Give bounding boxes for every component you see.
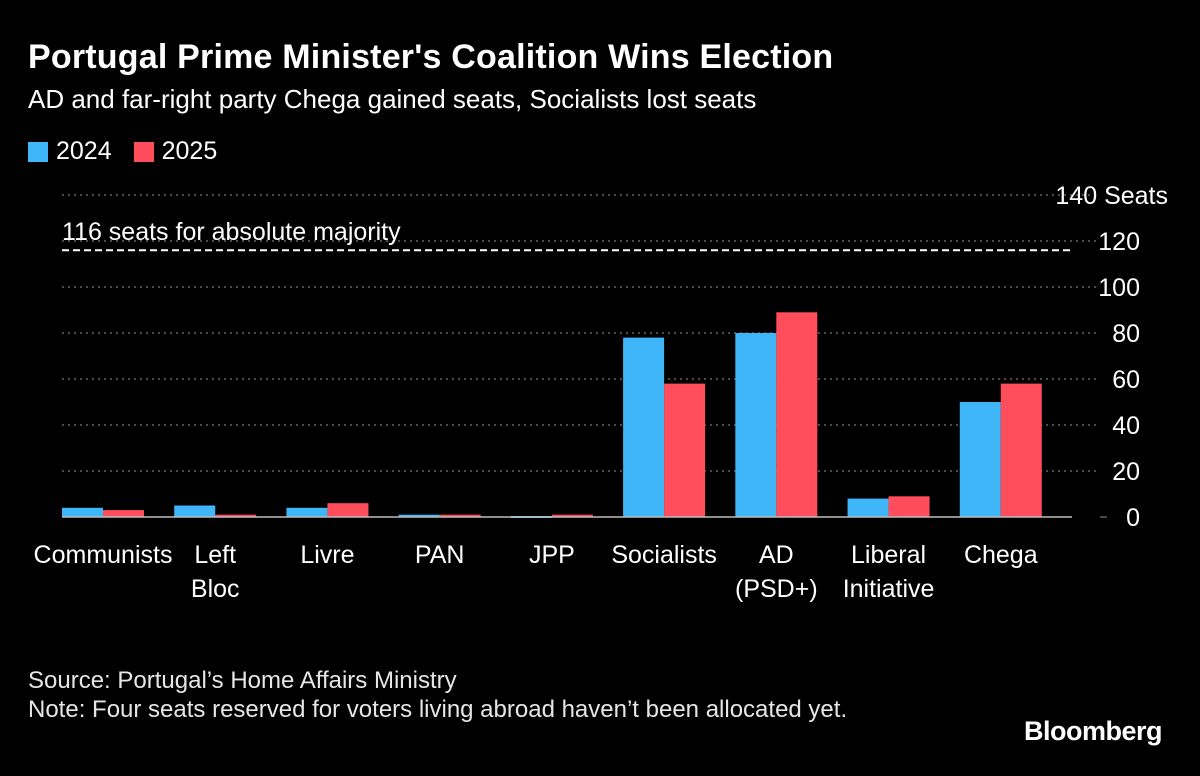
chart-subtitle: AD and far-right party Chega gained seat… xyxy=(28,84,757,114)
source-note: Source: Portugal’s Home Affairs Ministry xyxy=(28,667,457,694)
x-label-chega: Chega xyxy=(964,541,1038,569)
x-label-line: Communists xyxy=(34,541,173,569)
legend-swatch-2025 xyxy=(133,141,154,162)
legend-label-2024: 2024 xyxy=(56,137,112,165)
x-label-line: AD xyxy=(759,541,794,569)
x-label-liberal-initiative: Liberal Initiative xyxy=(843,541,935,603)
x-label-line: Chega xyxy=(964,541,1038,569)
x-label-line: JPP xyxy=(529,541,575,569)
y-tick-label-60: 60 xyxy=(1112,366,1140,394)
legend-item-2024: 2024 xyxy=(28,137,112,166)
y-tick-label-0: 0 xyxy=(1126,504,1140,532)
x-label-communists: Communists xyxy=(34,541,173,569)
bar-2025-chega xyxy=(1000,383,1042,517)
legend-item-2025: 2025 xyxy=(133,137,218,166)
bar-2024-ad-psd xyxy=(735,333,777,517)
bar-2024-left-bloc xyxy=(174,505,216,517)
bar-2025-livre xyxy=(327,503,369,517)
legend: 2024 2025 xyxy=(28,137,239,166)
x-label-line: Initiative xyxy=(843,575,935,603)
bar-2025-ad-psd xyxy=(776,312,818,517)
y-tick-label-100: 100 xyxy=(1098,274,1140,302)
x-label-line: Bloc xyxy=(191,575,240,603)
bar-2024-livre xyxy=(286,507,328,517)
y-tick-label-140: 140 Seats xyxy=(1055,182,1168,210)
x-label-line: (PSD+) xyxy=(735,575,818,603)
x-label-pan: PAN xyxy=(415,541,465,569)
footnote: Note: Four seats reserved for voters liv… xyxy=(28,696,848,723)
bloomberg-logo: Bloomberg xyxy=(1023,716,1163,746)
chart-title: Portugal Prime Minister's Coalition Wins… xyxy=(28,38,834,76)
x-label-ad-psd: AD (PSD+) xyxy=(735,541,818,603)
bar-2025-liberal-initiative xyxy=(888,496,930,517)
x-label-line: Livre xyxy=(300,541,354,569)
bar-2024-chega xyxy=(959,402,1001,517)
x-label-jpp: JPP xyxy=(529,541,575,569)
bar-2025-communists xyxy=(103,510,144,517)
majority-line-label: 116 seats for absolute majority xyxy=(62,218,401,246)
y-tick-label-80: 80 xyxy=(1112,320,1140,348)
legend-label-2025: 2025 xyxy=(161,137,218,165)
x-label-line: Socialists xyxy=(611,541,717,569)
x-label-line: Left xyxy=(194,541,236,569)
bar-2024-socialists xyxy=(623,337,665,517)
bar-2025-socialists xyxy=(664,383,706,517)
y-tick-label-120: 120 xyxy=(1098,228,1140,256)
y-tick-label-40: 40 xyxy=(1112,412,1140,440)
y-tick-label-20: 20 xyxy=(1112,458,1140,486)
bar-2025-jpp xyxy=(551,514,593,517)
bar-2025-left-bloc xyxy=(215,514,257,517)
x-label-line: Liberal xyxy=(851,541,926,569)
x-label-left-bloc: Left Bloc xyxy=(191,541,240,603)
x-label-socialists: Socialists xyxy=(611,541,717,569)
bar-2024-liberal-initiative xyxy=(847,498,889,517)
footer: Source: Portugal’s Home Affairs Ministry… xyxy=(28,666,908,724)
bar-2024-pan xyxy=(398,514,440,517)
bar-2025-pan xyxy=(439,514,481,517)
bar-2024-communists xyxy=(62,507,103,517)
x-label-livre: Livre xyxy=(300,541,354,569)
legend-swatch-2024 xyxy=(28,141,48,162)
bar-chart: 0 20 40 60 80 100 120 140 Seats 116 seats for ab… xyxy=(34,182,1168,603)
x-label-line: PAN xyxy=(415,541,465,569)
